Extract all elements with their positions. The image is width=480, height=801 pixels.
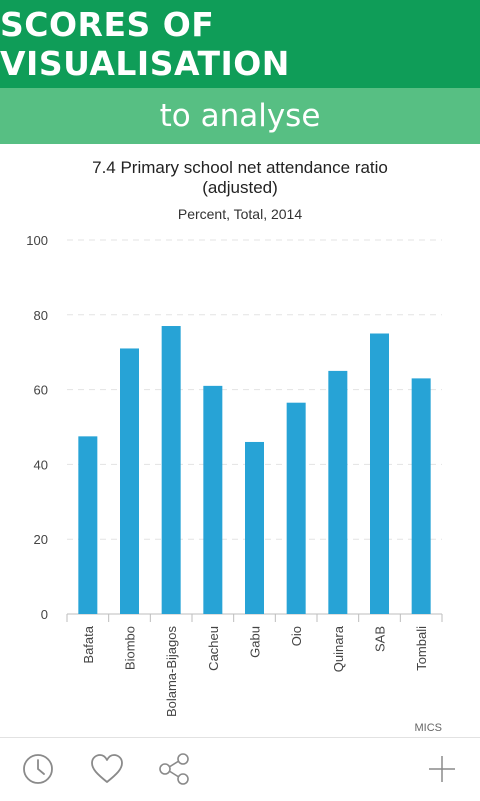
x-tick-label: Bolama-Bijagos: [164, 626, 179, 718]
promo-banner-title: SCORES OF VISUALISATION: [0, 0, 480, 88]
x-tick-label: Oio: [289, 626, 304, 646]
y-tick-label: 0: [41, 607, 48, 622]
bar-quinara: [328, 370, 348, 614]
y-tick-label: 100: [26, 233, 48, 248]
bar-chart: 0 20 40 60 80 100 Bafata Biombo Bolama-Bijagos Ca…: [26, 233, 443, 718]
promo-subtitle-text: to analyse: [159, 98, 321, 134]
bar-gabu: [245, 441, 264, 614]
clock-icon: [23, 754, 53, 784]
bar-tombali: [411, 378, 431, 614]
promo-banner-subtitle: to analyse: [0, 88, 480, 144]
bar-bolama-bijagos: [161, 326, 181, 614]
history-button[interactable]: [15, 746, 61, 792]
y-tick-label: 60: [34, 383, 48, 398]
plus-icon: [429, 756, 455, 782]
x-tick-label: Bafata: [81, 625, 96, 663]
chart-source-label: MICS: [414, 722, 443, 734]
share-icon: [159, 753, 189, 785]
bottom-toolbar: [0, 737, 480, 801]
bar-sab: [370, 333, 389, 614]
x-tick-label: Quinara: [331, 625, 346, 672]
chart-title-line1: 7.4 Primary school net attendance ratio: [92, 158, 388, 177]
bar-biombo: [120, 348, 139, 614]
x-tick-label: Tombali: [414, 626, 429, 671]
chart-title: 7.4 Primary school net attendance ratio …: [40, 158, 440, 198]
x-tick-label: SAB: [373, 626, 388, 652]
y-tick-label: 20: [34, 532, 48, 547]
add-button[interactable]: [419, 746, 465, 792]
x-tick-label: Gabu: [248, 626, 263, 658]
y-tick-label: 80: [34, 308, 48, 323]
y-tick-label: 40: [34, 457, 48, 472]
share-button[interactable]: [151, 746, 197, 792]
bar-oio: [286, 402, 306, 614]
promo-title-text: SCORES OF VISUALISATION: [0, 5, 290, 83]
favorite-button[interactable]: [84, 746, 130, 792]
chart-subtitle: Percent, Total, 2014: [177, 206, 303, 222]
chart-title-line2: (adjusted): [202, 178, 278, 197]
bar-bafata: [78, 436, 98, 614]
x-tick-label: Cacheu: [206, 626, 221, 671]
bar-cacheu: [203, 385, 223, 614]
heart-icon: [91, 754, 123, 783]
x-tick-label: Biombo: [123, 626, 138, 670]
